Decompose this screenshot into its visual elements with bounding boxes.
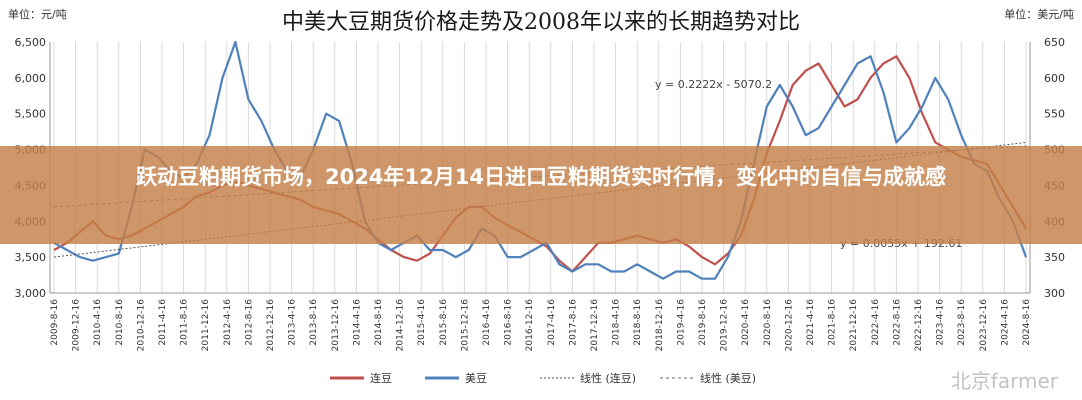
x-tick-label: 2013-12-16	[331, 299, 341, 352]
x-tick-label: 2012-12-16	[266, 299, 276, 352]
x-tick-label: 2020-12-16	[784, 299, 794, 352]
x-tick-label: 2023-12-16	[979, 299, 989, 352]
right-tick-label: 650	[1044, 36, 1065, 49]
legend-label: 连豆	[370, 372, 392, 385]
x-tick-label: 2023-4-16	[936, 299, 946, 346]
x-tick-label: 2021-4-16	[806, 299, 816, 346]
right-tick-label: 300	[1044, 287, 1065, 300]
trendline-equation: y = 0.2222x - 5070.2	[655, 78, 772, 91]
x-tick-label: 2019-4-16	[676, 299, 686, 346]
x-tick-label: 2021-8-16	[828, 299, 838, 346]
x-tick-label: 2018-12-16	[655, 299, 665, 352]
left-axis-unit: 单位：元/吨	[8, 8, 67, 21]
x-tick-label: 2020-8-16	[763, 299, 773, 346]
x-tick-label: 2017-12-16	[590, 299, 600, 352]
x-tick-label: 2022-12-16	[914, 299, 924, 352]
x-tick-label: 2018-4-16	[612, 299, 622, 346]
x-tick-label: 2011-4-16	[158, 299, 168, 346]
x-tick-label: 2014-12-16	[396, 299, 406, 352]
x-tick-label: 2013-8-16	[309, 299, 319, 346]
x-tick-label: 2022-4-16	[871, 299, 881, 346]
x-tick-label: 2015-8-16	[439, 299, 449, 346]
x-tick-label: 2012-4-16	[223, 299, 233, 346]
right-axis-unit: 单位：美元/吨	[1004, 8, 1074, 21]
headline-text: 跃动豆粕期货市场，2024年12月14日进口豆粕期货实时行情，变化中的自信与成就…	[136, 165, 946, 189]
headline-banner: 跃动豆粕期货市场，2024年12月14日进口豆粕期货实时行情，变化中的自信与成就…	[0, 146, 1082, 244]
x-tick-label: 2009-12-16	[72, 299, 82, 352]
x-tick-label: 2017-8-16	[568, 299, 578, 346]
x-tick-label: 2010-4-16	[93, 299, 103, 346]
x-tick-label: 2019-8-16	[698, 299, 708, 346]
right-tick-label: 550	[1044, 108, 1065, 121]
x-tick-label: 2010-8-16	[115, 299, 125, 346]
right-tick-label: 350	[1044, 251, 1065, 264]
watermark: 北京farmer	[950, 369, 1058, 393]
x-tick-label: 2015-4-16	[417, 299, 427, 346]
x-tick-label: 2016-12-16	[525, 299, 535, 352]
x-tick-label: 2009-8-16	[50, 299, 60, 346]
legend-label: 线性 (连豆)	[580, 371, 636, 385]
legend-label: 美豆	[465, 372, 487, 385]
x-tick-label: 2023-8-16	[957, 299, 967, 346]
x-tick-label: 2021-12-16	[849, 299, 859, 352]
x-tick-label: 2011-8-16	[180, 299, 190, 346]
left-tick-label: 6,000	[15, 72, 47, 85]
x-tick-label: 2018-8-16	[633, 299, 643, 346]
left-tick-label: 3,500	[15, 251, 47, 264]
x-tick-label: 2022-8-16	[892, 299, 902, 346]
left-tick-label: 3,000	[15, 287, 47, 300]
chart-title: 中美大豆期货价格走势及2008年以来的长期趋势对比	[282, 10, 800, 35]
left-tick-label: 6,500	[15, 36, 47, 49]
x-tick-label: 2017-4-16	[547, 299, 557, 346]
x-tick-label: 2016-8-16	[504, 299, 514, 346]
right-tick-label: 600	[1044, 72, 1065, 85]
x-tick-label: 2015-12-16	[460, 299, 470, 352]
x-tick-label: 2010-12-16	[136, 299, 146, 352]
left-tick-label: 5,500	[15, 108, 47, 121]
x-tick-label: 2024-8-16	[1022, 299, 1032, 346]
legend-label: 线性 (美豆)	[700, 371, 756, 385]
x-tick-label: 2014-4-16	[352, 299, 362, 346]
x-tick-label: 2016-4-16	[482, 299, 492, 346]
x-tick-label: 2012-8-16	[244, 299, 254, 346]
x-tick-label: 2024-4-16	[1000, 299, 1010, 346]
x-tick-label: 2019-12-16	[720, 299, 730, 352]
x-tick-label: 2013-4-16	[288, 299, 298, 346]
x-tick-label: 2011-12-16	[201, 299, 211, 352]
series-line-1	[53, 40, 1028, 280]
x-tick-label: 2020-4-16	[741, 299, 751, 346]
x-tick-label: 2014-8-16	[374, 299, 384, 346]
